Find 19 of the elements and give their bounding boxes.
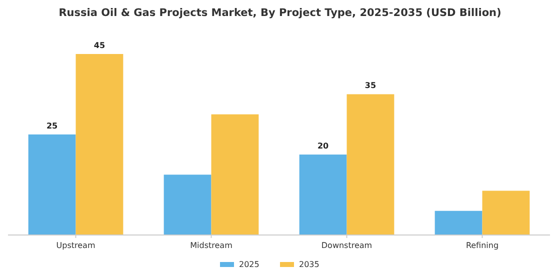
bar: [76, 54, 124, 235]
data-label: 45: [94, 41, 106, 50]
bar: [482, 190, 530, 235]
x-tick-label: Midstream: [190, 241, 233, 250]
legend-label: 2025: [239, 260, 260, 269]
bar: [434, 210, 482, 235]
x-tick-label: Upstream: [56, 241, 96, 250]
data-label: 20: [317, 142, 330, 151]
bar: [164, 174, 212, 235]
x-tick-label: Downstream: [321, 241, 372, 250]
legend-label: 2035: [299, 260, 320, 269]
bar: [211, 114, 259, 235]
x-tick-label: Refining: [466, 241, 499, 250]
bar: [346, 94, 394, 235]
chart-title: Russia Oil & Gas Projects Market, By Project Type, 2025-2035 (USD Billion): [58, 7, 502, 19]
data-label: 35: [364, 81, 376, 90]
bar: [299, 154, 347, 235]
data-label: 25: [46, 121, 58, 130]
bar: [28, 134, 76, 235]
